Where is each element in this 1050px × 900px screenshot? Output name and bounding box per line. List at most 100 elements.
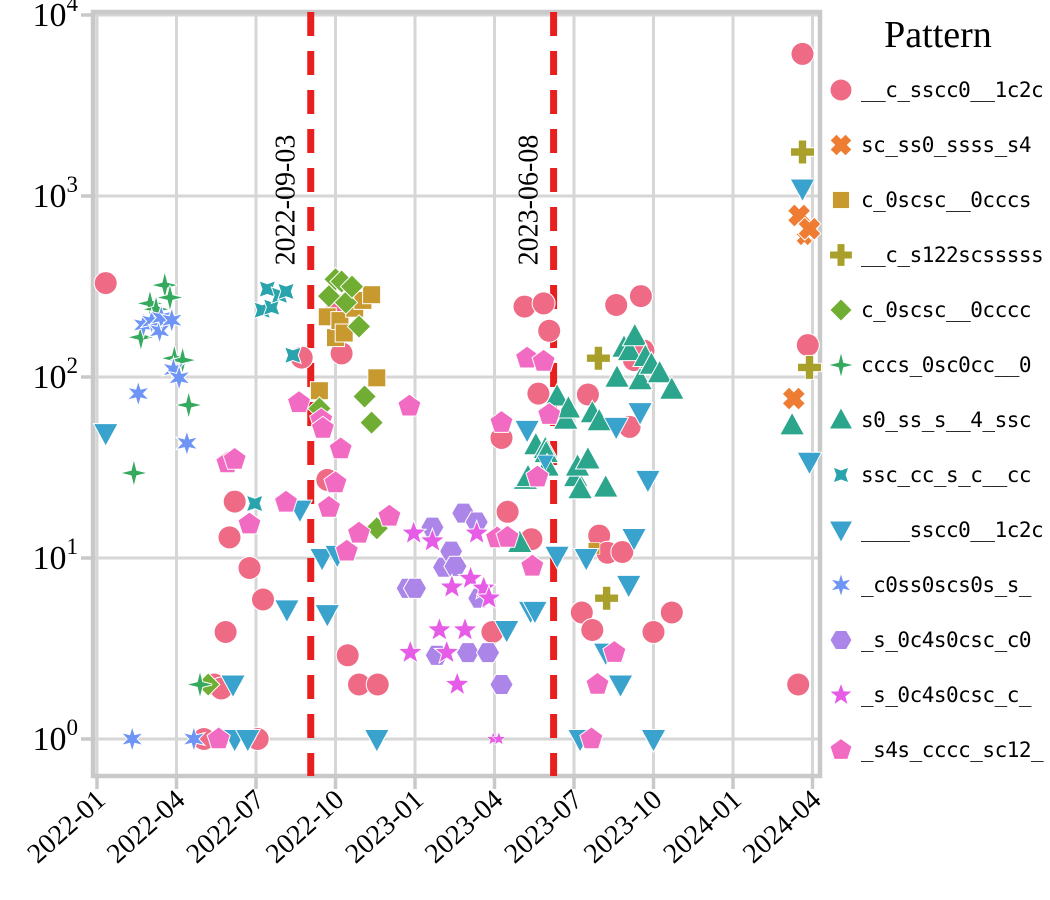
data-point: [797, 354, 822, 380]
data-point: [493, 620, 520, 645]
legend-rows: __c_sscc0__1c2c sc_ss0_ssss_s4 c_0scsc__0c…: [826, 62, 1050, 777]
legend-label: c_0scsc__0cccc: [861, 297, 1032, 322]
data-point: [245, 494, 264, 513]
data-point: [585, 345, 611, 371]
data-point: [626, 366, 654, 391]
plus-legend-icon: [829, 242, 853, 267]
data-point: [121, 460, 147, 486]
data-point: [797, 216, 822, 241]
data-point: [219, 674, 247, 699]
data-point: [489, 673, 514, 696]
data-point: [575, 382, 600, 407]
star6-legend-icon: [829, 570, 853, 599]
data-point: [251, 587, 275, 612]
data-point: [543, 382, 571, 407]
data-point: [328, 436, 353, 460]
legend-row: ssc_cc_s_c__cc: [826, 447, 1050, 502]
data-point: [520, 553, 545, 577]
vline-label: 2023-06-08: [514, 135, 545, 266]
legend-row: c_0scsc__0cccc: [826, 282, 1050, 337]
x-tick-label: 2023-04: [419, 784, 509, 869]
square-legend-icon: [831, 190, 851, 209]
data-point: [377, 503, 402, 527]
data-point: [152, 272, 178, 298]
data-point: [217, 525, 242, 550]
data-point: [580, 618, 605, 642]
x-tick-label: 2024-01: [658, 784, 748, 869]
data-point: [176, 392, 201, 418]
data-point: [646, 359, 673, 384]
legend-title: Pattern: [884, 14, 992, 56]
legend-label: ssc_cc_s_c__cc: [861, 462, 1032, 487]
x-tick-label: 2023-10: [578, 784, 668, 869]
data-point: [521, 600, 549, 625]
y-tick-label: 103: [33, 172, 79, 215]
data-point: [323, 470, 348, 494]
data-point: [187, 672, 213, 697]
data-point: [237, 511, 262, 535]
legend-label: _s_0c4s0csc_c_: [861, 682, 1032, 707]
data-point: [603, 363, 631, 388]
legend-row: _s_0c4s0csc_c_: [826, 667, 1050, 722]
data-point: [470, 573, 498, 600]
data-point: [262, 298, 281, 317]
data-point: [346, 520, 372, 544]
data-point: [451, 615, 479, 642]
data-point: [790, 41, 815, 66]
data-point: [181, 724, 207, 754]
data-point: [170, 347, 195, 373]
legend-row: __c_sscc0__1c2c: [826, 62, 1050, 117]
data-point: [659, 600, 684, 625]
data-point: [174, 428, 200, 458]
x-legend-icon: [829, 132, 853, 157]
data-point: [400, 518, 428, 545]
legend-label: ____sscc0__1c2c: [861, 517, 1044, 542]
data-point: [237, 556, 262, 580]
data-point: [592, 473, 619, 498]
legend-row: ____sscc0__1c2c: [826, 502, 1050, 557]
data-point: [283, 346, 302, 365]
x-tick-label: 2024-04: [737, 784, 827, 869]
data-point: [359, 410, 385, 436]
data-point: [790, 139, 815, 165]
legend-label: sc_ss0_ssss_s4: [861, 132, 1032, 157]
vline-label: 2022-09-03: [271, 135, 302, 266]
data-point: [610, 540, 635, 564]
data-point: [475, 642, 501, 664]
data-point: [402, 577, 428, 599]
legend-row: sc_ss0_ssss_s4: [826, 117, 1050, 172]
data-point: [537, 318, 562, 343]
data-point: [543, 545, 571, 570]
data-point: [795, 333, 820, 358]
legend-label: s0_ss_s__4_ssc: [861, 407, 1032, 432]
x-tick-label: 2022-07: [181, 784, 271, 869]
data-point: [602, 639, 627, 663]
data-point: [574, 445, 602, 470]
data-point: [234, 729, 261, 754]
hexagon-legend-icon: [829, 629, 853, 650]
x-tick-label: 2022-10: [260, 784, 350, 869]
data-point: [456, 564, 485, 591]
data-point: [443, 555, 468, 577]
y-tick-label: 104: [33, 0, 79, 34]
data-point: [475, 583, 503, 610]
plot-frame: [90, 9, 823, 779]
data-point: [569, 600, 594, 625]
star5-legend-icon: [828, 680, 854, 706]
data-point: [491, 731, 507, 746]
data-point: [276, 282, 296, 301]
data-point: [604, 293, 629, 317]
data-point: [626, 402, 654, 427]
data-point: [566, 475, 594, 500]
data-point: [92, 423, 119, 448]
data-point: [616, 337, 643, 362]
data-point: [93, 271, 118, 296]
data-point: [222, 446, 247, 470]
legend-label: _s_0c4s0csc_c0: [861, 627, 1032, 652]
data-point: [418, 526, 447, 553]
legend-label: cccs_0sc0cc__0: [861, 352, 1032, 377]
legend-row: cccs_0sc0cc__0: [826, 337, 1050, 392]
data-point: [786, 672, 811, 697]
legend-label: __c_s122scsssss: [861, 242, 1044, 267]
data-point: [531, 348, 556, 372]
